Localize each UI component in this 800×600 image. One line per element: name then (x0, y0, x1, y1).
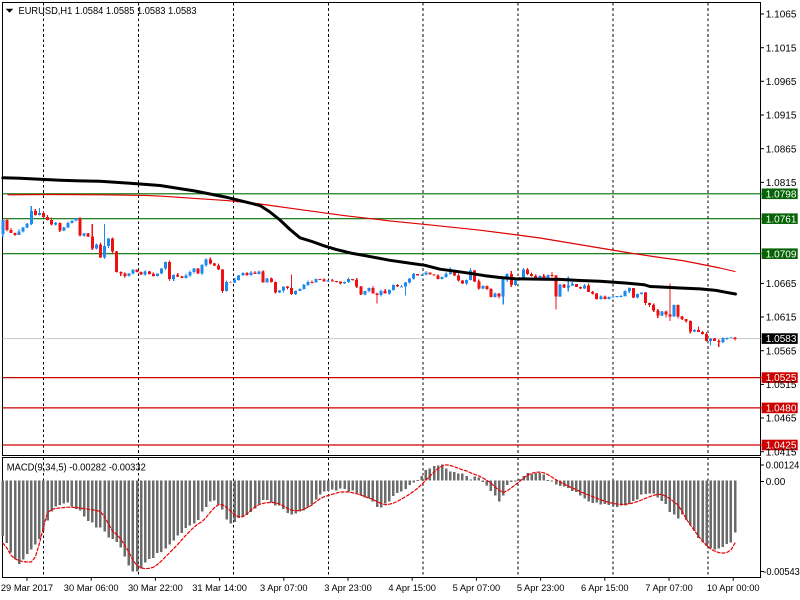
svg-text:31 Mar 14:00: 31 Mar 14:00 (192, 583, 247, 593)
svg-text:3 Apr 23:00: 3 Apr 23:00 (324, 583, 372, 593)
svg-text:3 Apr 07:00: 3 Apr 07:00 (260, 583, 308, 593)
svg-text:1.0615: 1.0615 (766, 313, 797, 324)
svg-text:1.0480: 1.0480 (766, 404, 797, 415)
svg-text:1.0915: 1.0915 (766, 111, 797, 122)
svg-text:-0.00543: -0.00543 (763, 567, 800, 578)
svg-text:1.0761: 1.0761 (766, 214, 797, 225)
svg-text:0.00124: 0.00124 (766, 461, 800, 472)
svg-text:1.0565: 1.0565 (766, 346, 797, 357)
svg-text:1.0815: 1.0815 (766, 178, 797, 189)
svg-text:30 Mar 22:00: 30 Mar 22:00 (128, 583, 183, 593)
svg-text:1.0965: 1.0965 (766, 77, 797, 88)
svg-text:EURUSD,H1 1.0584 1.0585 1.058: EURUSD,H1 1.0584 1.0585 1.0583 1.0583 (19, 6, 197, 17)
svg-text:0.00: 0.00 (766, 477, 786, 488)
svg-text:1.0865: 1.0865 (766, 144, 797, 155)
svg-text:1.0665: 1.0665 (766, 279, 797, 290)
svg-text:6 Apr 15:00: 6 Apr 15:00 (581, 583, 629, 593)
svg-text:1.0465: 1.0465 (766, 414, 797, 425)
svg-text:5 Apr 23:00: 5 Apr 23:00 (517, 583, 565, 593)
svg-text:5 Apr 07:00: 5 Apr 07:00 (453, 583, 501, 593)
svg-text:1.0709: 1.0709 (766, 249, 797, 260)
svg-text:7 Apr 07:00: 7 Apr 07:00 (645, 583, 693, 593)
svg-text:1.1015: 1.1015 (766, 43, 797, 54)
svg-text:1.0415: 1.0415 (766, 447, 797, 458)
svg-text:4 Apr 15:00: 4 Apr 15:00 (388, 583, 436, 593)
svg-text:MACD(9,34,5) -0.00282 -0.00332: MACD(9,34,5) -0.00282 -0.00332 (7, 463, 146, 474)
svg-text:1.0583: 1.0583 (766, 334, 797, 345)
svg-text:1.0525: 1.0525 (766, 373, 797, 384)
svg-text:1.0425: 1.0425 (766, 441, 797, 452)
svg-text:1.1065: 1.1065 (766, 10, 797, 21)
svg-text:1.0798: 1.0798 (766, 189, 797, 200)
svg-text:10 Apr 00:00: 10 Apr 00:00 (707, 583, 760, 593)
svg-text:29 Mar 2017: 29 Mar 2017 (1, 583, 53, 593)
svg-text:30 Mar 06:00: 30 Mar 06:00 (64, 583, 119, 593)
svg-text:1.0515: 1.0515 (766, 380, 797, 391)
